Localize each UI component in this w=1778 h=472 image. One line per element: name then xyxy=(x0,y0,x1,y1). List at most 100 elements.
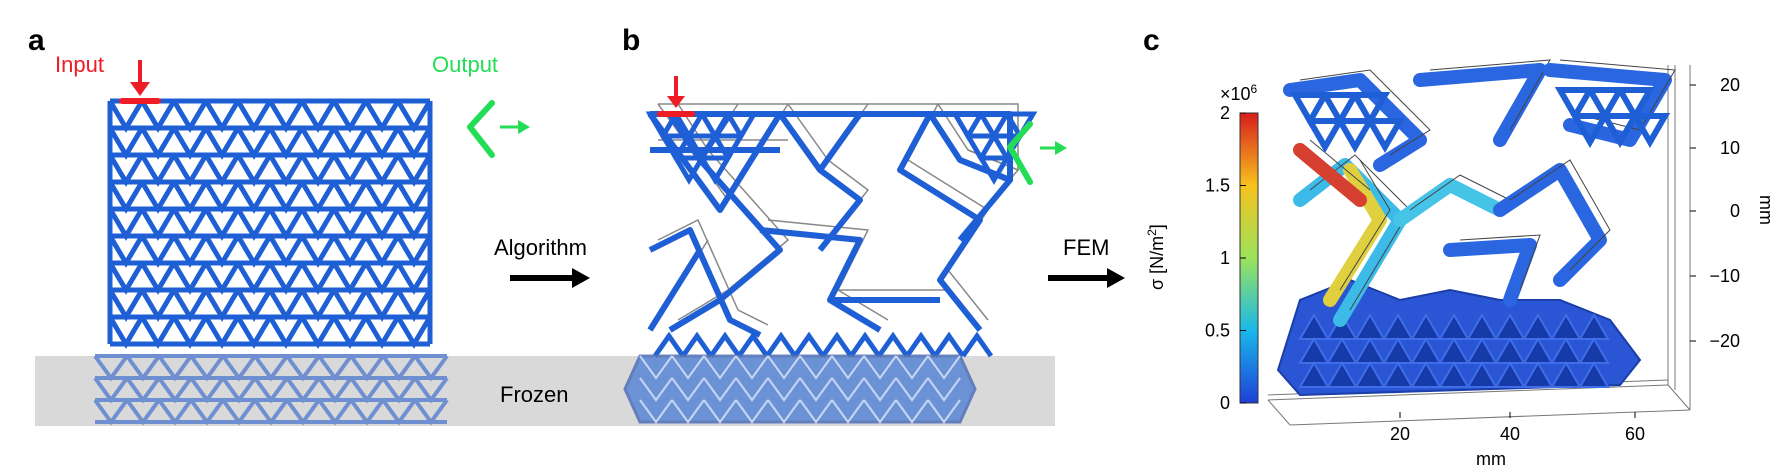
colorbar-multiplier: ×106 xyxy=(1220,82,1258,104)
fem-base-cell xyxy=(1578,361,1610,388)
cluster-bar xyxy=(645,111,681,141)
lattice-a-bar xyxy=(203,99,241,133)
fem-base-cell xyxy=(1298,361,1330,388)
fem-member xyxy=(1283,73,1427,172)
z-tick-label: 10 xyxy=(1720,138,1740,158)
colorbar-tick-label: 0 xyxy=(1220,393,1230,413)
fem-base-cell xyxy=(1522,361,1554,388)
z-tick-label: 0 xyxy=(1730,201,1740,221)
fem-base-cell xyxy=(1326,361,1358,388)
fem-undeformed xyxy=(1299,69,1431,156)
frozen-a-bar xyxy=(157,398,193,426)
frozen-a-bar xyxy=(285,376,321,404)
teeth-bar xyxy=(792,331,826,358)
fem-member xyxy=(1293,143,1367,207)
panel-c: c 2 1.5 1 0.5 0 ×106 σ [N/m2] 20 40 60 mm 20 10… xyxy=(1143,24,1776,469)
frozen-a-bar xyxy=(285,354,321,382)
lattice-a-bar xyxy=(395,99,433,133)
fem-cluster-cell xyxy=(1289,92,1331,128)
lattice-a-bar xyxy=(235,99,273,133)
cluster-bar xyxy=(950,111,986,141)
fem-base-cell xyxy=(1382,361,1414,388)
frozen-b-bar xyxy=(863,355,897,380)
frozen-a-bar xyxy=(157,376,193,404)
frozen-b-bar xyxy=(927,399,961,424)
fem-base-cell xyxy=(1410,361,1442,388)
teeth-bar xyxy=(848,331,882,358)
frozen-b-fill xyxy=(623,354,977,424)
frozen-a-bar xyxy=(221,398,257,426)
teeth-bar xyxy=(652,331,686,358)
cluster-bar xyxy=(963,133,999,163)
fem-cluster-cell xyxy=(1599,113,1641,149)
frozen-a-bar xyxy=(125,398,161,426)
frozen-b-bar xyxy=(703,355,737,380)
fem-base-cell xyxy=(1550,361,1582,388)
frozen-b-bar xyxy=(831,355,865,380)
fem-undeformed xyxy=(1459,234,1541,291)
frozen-b-bar xyxy=(735,377,769,402)
z-axis-label: mm xyxy=(1756,195,1776,225)
fem-cluster-cell xyxy=(1334,118,1376,154)
lattice-a-bar xyxy=(107,99,145,133)
fem-cluster-cell xyxy=(1349,92,1391,128)
colorbar-label: σ [N/m2] xyxy=(1145,224,1167,290)
frozen-b-bar xyxy=(863,377,897,402)
frozen-b-bar xyxy=(831,399,865,424)
frozen-b-bar xyxy=(639,399,673,424)
fem-cluster-cell xyxy=(1584,87,1626,123)
frozen-b-bar xyxy=(895,399,929,424)
colorbar-tick-label: 1 xyxy=(1220,248,1230,268)
teeth-bar xyxy=(708,331,742,358)
frozen-b-bar xyxy=(895,377,929,402)
input-arrow-head xyxy=(130,82,150,96)
frozen-b-bar xyxy=(799,355,833,380)
colorbar-tick-label: 2 xyxy=(1220,103,1230,123)
fem-arrow-head xyxy=(1107,268,1125,288)
z-axis-ticks: 20 10 0 −10 −20 xyxy=(1690,75,1740,351)
teeth-bar xyxy=(876,331,910,358)
frozen-b-bar xyxy=(927,377,961,402)
panel-c-letter: c xyxy=(1143,24,1160,57)
frozen-b-bar xyxy=(639,377,673,402)
colorbar-tick-label: 0.5 xyxy=(1205,321,1230,341)
frozen-a-bar xyxy=(189,376,225,404)
frozen-a-bar xyxy=(125,376,161,404)
optimized-path xyxy=(860,111,983,332)
teeth-bar xyxy=(680,331,714,358)
frozen-a-bar xyxy=(349,376,385,404)
frozen-a-bar xyxy=(349,354,385,382)
frozen-a-bar xyxy=(413,376,449,404)
cluster-bar xyxy=(723,111,759,141)
frozen-lattice-b xyxy=(623,354,977,424)
frozen-a-bar xyxy=(253,354,289,382)
lattice-b xyxy=(645,111,1038,358)
frozen-b-bar xyxy=(671,399,705,424)
frozen-b-bar xyxy=(735,355,769,380)
frozen-b-bar xyxy=(703,377,737,402)
frozen-a-bar xyxy=(253,398,289,426)
frozen-b-bar xyxy=(895,355,929,380)
frozen-b-bar xyxy=(767,377,801,402)
frozen-b-bar xyxy=(639,355,673,380)
lattice-a-bar xyxy=(299,99,337,133)
frozen-b-bar xyxy=(735,399,769,424)
teeth-bar xyxy=(932,331,966,358)
optimized-path xyxy=(647,248,703,332)
cluster-bar xyxy=(697,111,733,141)
fem-member xyxy=(1323,163,1387,307)
frozen-a-bar xyxy=(93,398,129,426)
frozen-b-bar xyxy=(671,377,705,402)
fem-structure xyxy=(1276,59,1676,397)
frozen-a-bar xyxy=(317,376,353,404)
cluster-bar xyxy=(710,133,746,163)
frozen-a-bar xyxy=(381,398,417,426)
lattice-a-bar xyxy=(171,99,209,133)
lattice-a xyxy=(107,98,433,349)
fem-cluster-cell xyxy=(1304,118,1346,154)
fem-undeformed xyxy=(1409,174,1511,211)
frozen-a-bar xyxy=(413,398,449,426)
frozen-a-bar xyxy=(125,354,161,382)
fem-member xyxy=(1393,178,1507,227)
optimized-path xyxy=(759,227,882,333)
